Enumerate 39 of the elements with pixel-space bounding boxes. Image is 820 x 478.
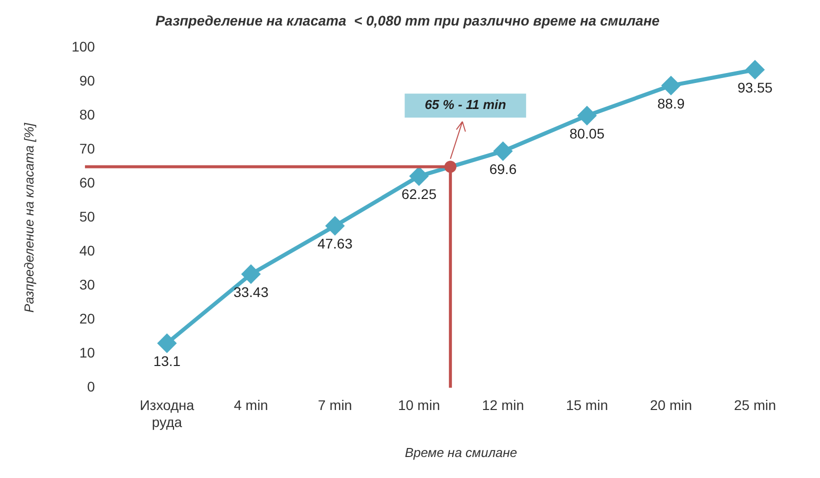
point [662,76,680,95]
x-tick-label: 12 min [482,397,524,414]
y-tick-label: 100 [72,38,96,55]
data-label: 13.1 [153,353,181,370]
annotation: 65 % - 11 min [424,97,506,112]
data-label: 62.25 [401,186,437,202]
point [158,334,176,352]
y-tick-label: 90 [79,72,96,89]
y-tick-label: 40 [79,242,96,259]
x-axis-title: Време на смилане [404,444,518,460]
chart-title: Разпределение на класата < 0,080 mm при различно време на смилане [155,12,660,28]
x-tick-label: Изходна руда [140,397,194,430]
y-tick-label: 50 [79,208,96,225]
y-tick-label: 20 [79,310,96,327]
y-tick-label: 0 [87,378,96,395]
data-label: 33.43 [233,284,269,300]
data-label: 47.63 [317,236,353,252]
y-tick-label: 70 [79,140,96,157]
y-tick-label: 60 [79,174,96,191]
y-tick-label: 10 [79,344,96,361]
y-tick-label: 30 [79,276,96,293]
data-label: 88.9 [657,95,685,112]
y-axis-title: Разпределение на класата [%] [21,122,36,313]
x-tick-label: 10 min [398,397,440,414]
point [410,167,428,186]
data-label: 93.55 [737,80,773,96]
x-tick-label: 7 min [318,397,352,414]
point [242,265,260,284]
point [578,106,596,125]
point [326,216,344,235]
x-tick-label: 25 min [734,397,776,414]
x-tick-label: 15 min [566,397,608,414]
x-tick-label: 4 min [234,397,268,414]
point [746,60,764,79]
data-label: 69.6 [489,161,517,178]
data-label: 80.05 [569,125,605,142]
y-tick-label: 80 [79,106,96,123]
point [494,142,512,160]
x-tick-label: 20 min [650,397,692,414]
